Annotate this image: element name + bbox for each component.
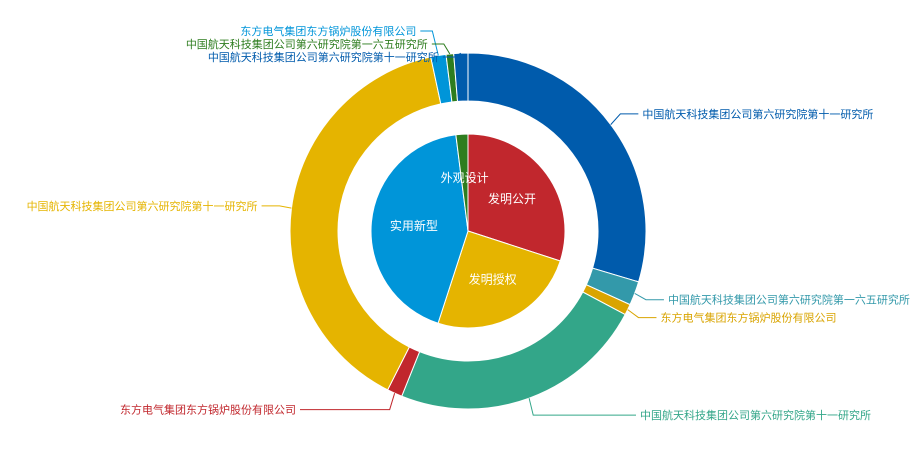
- inner-slice-1[interactable]: [437, 230, 561, 329]
- leader-line-1: [634, 292, 664, 301]
- leader-line-7: [431, 43, 451, 55]
- outer-label-0: 中国航天科技集团公司第六研究院第十一研究所: [642, 107, 873, 121]
- outer-slice-5[interactable]: [289, 56, 442, 391]
- inner-label-3: 外观设计: [441, 171, 489, 185]
- leader-line-2: [627, 309, 657, 319]
- inner-label-0: 发明公开: [488, 191, 536, 206]
- inner-slice-3[interactable]: [455, 133, 469, 232]
- outer-label-1: 中国航天科技集团公司第六研究院第一六五研究所: [668, 293, 910, 307]
- leader-line-4: [300, 393, 396, 411]
- leader-line-0: [610, 113, 639, 125]
- leader-line-5: [261, 205, 292, 209]
- outer-label-8: 中国航天科技集团公司第六研究院第十一研究所: [208, 50, 439, 64]
- outer-label-4: 东方电气集团东方锅炉股份有限公司: [120, 403, 296, 417]
- leader-line-6: [420, 30, 439, 56]
- outer-label-6: 东方电气集团东方锅炉股份有限公司: [240, 24, 416, 38]
- inner-label-2: 实用新型: [390, 218, 438, 233]
- outer-slice-8[interactable]: [453, 52, 469, 102]
- outer-label-7: 中国航天科技集团公司第六研究院第一六五研究所: [186, 37, 428, 51]
- inner-slice-0[interactable]: [467, 133, 566, 262]
- outer-label-3: 中国航天科技集团公司第六研究院第十一研究所: [640, 408, 871, 422]
- leader-line-8: [442, 52, 462, 58]
- outer-label-2: 东方电气集团东方锅炉股份有限公司: [660, 311, 836, 325]
- outer-ring: [289, 52, 647, 410]
- inner-slice-2[interactable]: [370, 134, 469, 324]
- outer-label-5: 中国航天科技集团公司第六研究院第十一研究所: [27, 199, 258, 213]
- outer-labels: 中国航天科技集团公司第六研究院第十一研究所中国航天科技集团公司第六研究院第一六五…: [27, 24, 910, 422]
- leader-line-3: [528, 398, 636, 416]
- inner-label-1: 发明授权: [469, 271, 517, 286]
- inner-pie: [370, 133, 566, 329]
